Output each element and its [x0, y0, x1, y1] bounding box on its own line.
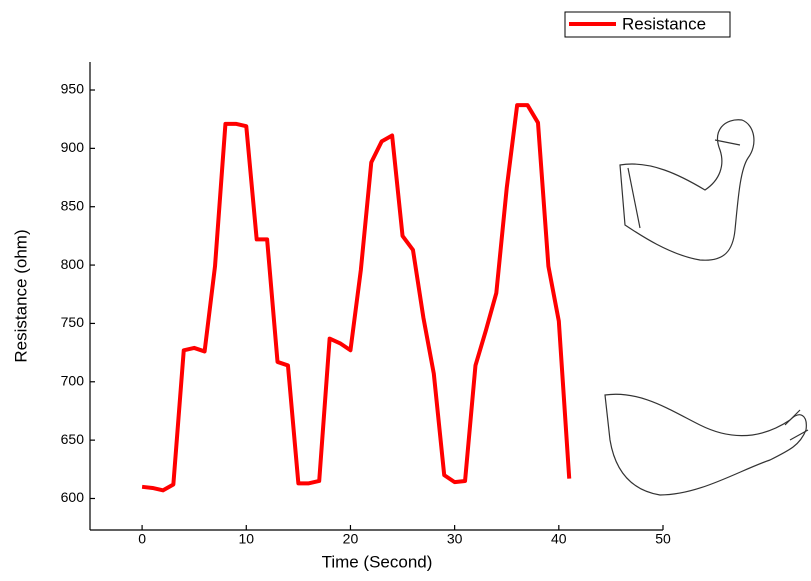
- arm-bent-sketch: [619, 119, 755, 261]
- y-tick-label: 850: [61, 197, 85, 213]
- x-tick-label: 50: [655, 531, 671, 547]
- legend-label: Resistance: [622, 14, 706, 33]
- legend: Resistance: [564, 11, 731, 38]
- x-axis-label: Time (Second): [322, 552, 433, 571]
- x-tick-label: 10: [238, 531, 254, 547]
- x-tick-label: 30: [447, 531, 463, 547]
- arm-straight-sketch: [604, 393, 809, 496]
- x-tick-label: 0: [138, 531, 146, 547]
- y-tick-label: 950: [61, 81, 85, 97]
- y-axis-label: Resistance (ohm): [11, 229, 30, 362]
- data-line: [141, 103, 572, 493]
- y-tick-label: 900: [61, 139, 85, 155]
- y-tick-label: 650: [61, 431, 85, 447]
- y-tick-label: 750: [61, 314, 85, 330]
- y-tick-label: 800: [61, 256, 85, 272]
- y-tick-label: 600: [61, 489, 85, 505]
- x-tick-label: 40: [551, 531, 567, 547]
- x-tick-label: 20: [343, 531, 359, 547]
- y-tick-label: 700: [61, 372, 85, 388]
